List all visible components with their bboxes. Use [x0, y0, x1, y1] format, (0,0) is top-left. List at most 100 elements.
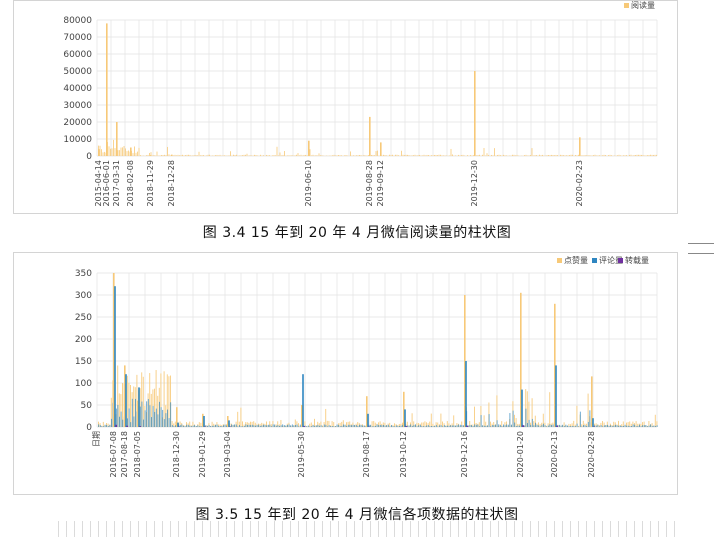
bar-minor-comments — [248, 424, 250, 427]
y-tick-label: 20000 — [63, 118, 92, 128]
bar-minor-comments — [528, 419, 530, 427]
bar-minor-likes — [379, 421, 381, 427]
bar-minor-likes — [341, 421, 343, 427]
bar-minor — [437, 155, 438, 156]
bar-0-2019-03-04 — [227, 416, 229, 427]
bar-minor — [531, 148, 533, 156]
figure-3-4-caption: 图 3.4 15 年到 20 年 4 月微信阅读量的柱状图 — [202, 225, 512, 241]
bar-minor — [398, 155, 399, 156]
bar-minor — [389, 154, 390, 156]
bar-minor-comments — [131, 398, 133, 427]
bar-minor — [123, 145, 125, 156]
bar-minor-likes — [632, 421, 634, 427]
bar-minor-comments — [115, 408, 117, 427]
bar-minor-likes — [246, 422, 248, 427]
bar-minor — [102, 152, 104, 156]
bar-minor-comments — [255, 425, 256, 427]
bar-minor — [126, 151, 128, 156]
bar-minor-comments — [323, 424, 325, 427]
bar-minor — [593, 155, 594, 156]
bar-minor-comments — [344, 424, 346, 427]
bar-0-2018-07-05 — [137, 400, 139, 427]
bar-minor-comments — [264, 424, 266, 427]
bar-minor-comments — [159, 401, 160, 427]
bar-minor-likes — [179, 421, 181, 427]
bar-minor-comments — [375, 425, 376, 427]
bar-minor-likes — [539, 424, 541, 427]
bar-minor — [132, 153, 134, 156]
bar-minor-comments — [307, 425, 309, 427]
bar-minor — [530, 155, 531, 156]
bar-minor-comments — [472, 425, 474, 427]
bar-minor — [383, 154, 384, 156]
bar-0-2016-07-08 — [113, 273, 115, 427]
bar-minor-comments — [517, 425, 519, 427]
bar-minor — [567, 155, 569, 156]
bar-minor-comments — [173, 426, 175, 427]
bar-minor-likes — [576, 405, 578, 427]
bar-minor-likes — [296, 421, 298, 427]
bar-minor-comments — [539, 426, 541, 427]
bar-minor-comments — [250, 425, 252, 427]
bar-minor — [588, 155, 590, 156]
bar-minor-comments — [149, 405, 151, 427]
bar-minor-comments — [485, 425, 487, 427]
bar-minor-likes — [595, 423, 597, 427]
bar-minor-likes — [614, 422, 616, 427]
bar-minor — [626, 155, 627, 156]
bar-minor-likes — [453, 415, 455, 427]
bar-minor-comments — [170, 402, 172, 427]
bar-minor-likes — [573, 420, 575, 427]
bar-minor-likes — [504, 422, 506, 427]
bar-minor — [234, 155, 236, 156]
bar-minor-comments — [435, 424, 437, 427]
bar-minor — [492, 155, 494, 156]
bar-minor-likes — [168, 376, 170, 427]
bar-minor — [267, 155, 269, 156]
x-tick-label: 2019-06-10 — [304, 160, 313, 207]
bar-minor-likes — [310, 422, 312, 427]
bar-minor — [297, 153, 299, 156]
bar-minor — [455, 155, 456, 156]
bar-minor-likes — [530, 422, 531, 427]
bar-minor-comments — [135, 398, 136, 427]
bar-2015-04-14 — [98, 149, 100, 156]
bar-minor-comments — [507, 424, 509, 427]
bar-minor-likes — [294, 419, 296, 427]
bar-minor-likes — [211, 421, 213, 427]
bar-minor — [263, 155, 264, 156]
bar-minor-comments — [463, 425, 464, 427]
bar-minor — [138, 147, 140, 156]
bar-minor-likes — [186, 422, 187, 427]
bar-minor — [435, 154, 437, 156]
bar-minor — [591, 155, 593, 156]
bar-minor-likes — [549, 392, 551, 427]
bar-minor-likes — [98, 421, 99, 427]
bar-minor — [338, 154, 339, 156]
bar-minor-likes — [275, 424, 277, 427]
bar-minor-comments — [234, 424, 236, 427]
x-tick-label: 2018-07-05 — [133, 431, 142, 478]
bar-minor-comments — [347, 424, 349, 427]
bar-minor — [207, 154, 209, 156]
bar-minor — [188, 154, 189, 156]
bar-minor — [222, 155, 224, 156]
bar-minor-comments — [280, 425, 282, 427]
bar-minor — [476, 155, 477, 156]
bar-minor — [564, 155, 566, 156]
x-tick-label: 2019-01-29 — [198, 431, 207, 478]
bar-minor-comments — [439, 425, 440, 427]
bar-1-2020-02-13 — [555, 365, 557, 427]
bar-minor — [242, 155, 243, 156]
bar-minor — [341, 155, 342, 156]
bar-minor-likes — [331, 421, 333, 427]
bar-minor-comments — [447, 425, 448, 427]
bar-minor-comments — [239, 425, 240, 427]
bar-minor-comments — [605, 425, 607, 427]
bar-minor-likes — [406, 421, 408, 427]
bar-minor — [359, 154, 360, 156]
bar-minor-comments — [544, 425, 546, 427]
bar-minor-comments — [211, 425, 213, 427]
bar-minor — [566, 155, 567, 156]
bar-minor-comments — [519, 425, 520, 427]
